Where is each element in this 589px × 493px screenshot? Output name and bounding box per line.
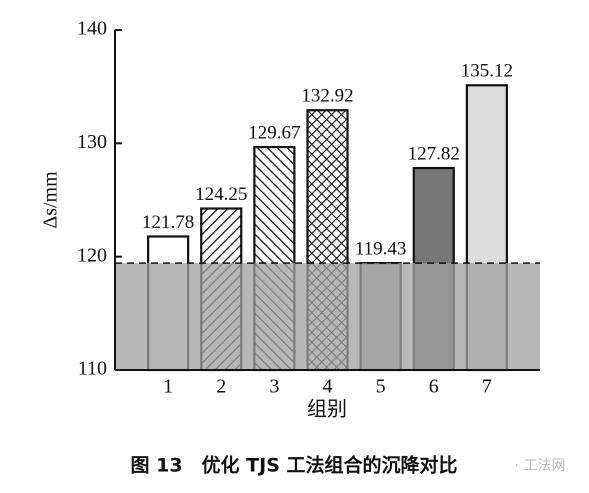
value-label: 127.82 — [408, 143, 460, 164]
watermark: · 工法网 — [515, 458, 566, 474]
y-tick-label: 140 — [77, 18, 107, 40]
value-label: 124.25 — [195, 184, 247, 205]
value-label: 129.67 — [248, 122, 300, 143]
y-tick-label: 110 — [78, 358, 107, 380]
y-tick-label: 120 — [77, 244, 107, 266]
value-label: 132.92 — [301, 86, 353, 107]
x-tick-label: 7 — [482, 376, 492, 398]
y-axis-title: Δs/mm — [40, 171, 62, 229]
x-tick-label: 4 — [323, 376, 333, 398]
x-tick-label: 6 — [429, 376, 439, 398]
value-label: 121.78 — [142, 212, 194, 233]
x-tick-label: 5 — [376, 376, 386, 398]
value-label: 135.12 — [461, 61, 513, 82]
reference-band — [115, 263, 540, 370]
y-tick-label: 130 — [77, 131, 107, 153]
x-tick-label: 1 — [163, 376, 173, 398]
value-label: 119.43 — [355, 238, 407, 259]
x-tick-label: 3 — [269, 376, 279, 398]
x-axis-title: 组别 — [307, 397, 347, 421]
caption: 图 13 优化 TJS 工法组合的沉降对比 — [131, 454, 458, 477]
x-tick-label: 2 — [216, 376, 226, 398]
